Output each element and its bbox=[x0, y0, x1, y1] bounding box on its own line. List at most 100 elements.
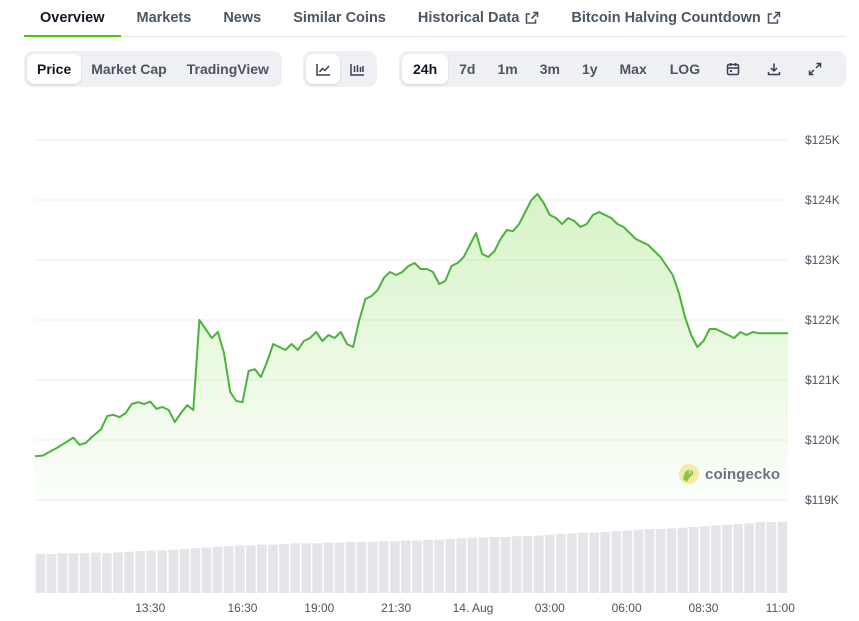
metric-tab-tradingview[interactable]: TradingView bbox=[186, 61, 269, 77]
tab-news[interactable]: News bbox=[207, 0, 277, 36]
volume-bar bbox=[35, 553, 46, 593]
tab-similar-coins[interactable]: Similar Coins bbox=[277, 0, 402, 36]
volume-bar bbox=[257, 544, 267, 593]
volume-bar bbox=[589, 532, 599, 593]
volume-bar bbox=[556, 534, 566, 593]
price-line bbox=[34, 193, 788, 458]
chart-style-group bbox=[303, 51, 377, 87]
volume-bar bbox=[423, 539, 433, 593]
x-tick-label: 03:00 bbox=[535, 601, 565, 615]
volume-bar bbox=[467, 537, 478, 593]
volume-bar bbox=[113, 552, 123, 593]
x-tick-label: 16:30 bbox=[227, 601, 257, 615]
price-chart[interactable]: $125K $124K $123K $122K $121K $120K $119K 13:3… bbox=[0, 100, 859, 621]
external-link-icon bbox=[525, 11, 539, 25]
price-area-fill bbox=[35, 194, 788, 500]
volume-bar bbox=[533, 535, 544, 593]
volume-bar bbox=[79, 553, 90, 593]
y-tick-label: $125K bbox=[805, 133, 840, 147]
volume-bar bbox=[677, 527, 688, 593]
volume-bar bbox=[755, 522, 766, 593]
volume-bar bbox=[57, 553, 68, 593]
volume-bar bbox=[179, 548, 190, 593]
volume-bar bbox=[567, 533, 577, 593]
calendar-button[interactable] bbox=[712, 54, 753, 84]
y-tick-label: $119K bbox=[805, 493, 839, 507]
volume-bar bbox=[168, 549, 179, 593]
download-icon bbox=[767, 62, 781, 76]
range-button-1m[interactable]: 1m bbox=[497, 61, 518, 77]
range-button-3m[interactable]: 3m bbox=[539, 61, 560, 77]
price-line-layer bbox=[34, 193, 788, 458]
y-tick-label: $122K bbox=[805, 313, 840, 327]
volume-bar bbox=[323, 542, 334, 593]
volume-bar bbox=[378, 541, 389, 593]
x-tick-label: 14. Aug bbox=[453, 601, 494, 615]
x-tick-label: 11:00 bbox=[766, 601, 795, 615]
volume-bar bbox=[124, 551, 134, 593]
range-button-log[interactable]: LOG bbox=[669, 61, 701, 77]
tab-overview[interactable]: Overview bbox=[24, 0, 121, 37]
y-tick-label: $121K bbox=[805, 373, 840, 387]
volume-bar bbox=[146, 550, 157, 593]
tab-label: Bitcoin Halving Countdown bbox=[571, 9, 761, 26]
candlestick-chart-button[interactable] bbox=[340, 54, 374, 84]
tab-label: Historical Data bbox=[417, 9, 520, 26]
volume-bar bbox=[201, 547, 212, 593]
volume-bar bbox=[290, 543, 300, 593]
volume-bar bbox=[135, 551, 145, 593]
candlestick-chart-icon bbox=[349, 63, 365, 76]
volume-bar bbox=[389, 541, 400, 593]
line-chart-icon bbox=[315, 63, 331, 76]
volume-bar bbox=[46, 553, 57, 593]
volume-bar bbox=[223, 546, 234, 593]
volume-bar bbox=[688, 526, 699, 593]
volume-bar bbox=[367, 541, 378, 593]
range-button-24h[interactable]: 24h bbox=[402, 54, 449, 84]
tab-historical-data[interactable]: Historical Data bbox=[402, 0, 556, 36]
tab-label: Similar Coins bbox=[293, 9, 386, 26]
volume-bar bbox=[245, 545, 256, 593]
volume-bar bbox=[478, 537, 489, 593]
volume-bar bbox=[234, 545, 245, 593]
metric-tab-price[interactable]: Price bbox=[27, 54, 82, 84]
range-button-1y[interactable]: 1y bbox=[581, 61, 598, 77]
volume-bar bbox=[412, 540, 422, 593]
fullscreen-icon bbox=[808, 62, 822, 76]
volume-bar bbox=[434, 539, 444, 593]
volume-bar bbox=[611, 531, 622, 593]
top-nav-tabs: Overview Markets News Similar Coins Historic… bbox=[24, 0, 846, 37]
range-button-7d[interactable]: 7d bbox=[459, 61, 476, 77]
volume-bar bbox=[777, 522, 788, 593]
volume-bars bbox=[35, 522, 788, 593]
volume-bar bbox=[500, 536, 511, 593]
volume-bar bbox=[157, 550, 168, 593]
x-tick-label: 21:30 bbox=[381, 601, 411, 615]
volume-bar bbox=[489, 536, 500, 593]
calendar-icon bbox=[726, 62, 740, 76]
volume-bar bbox=[90, 552, 101, 593]
volume-bar bbox=[312, 543, 323, 593]
download-button[interactable] bbox=[753, 54, 794, 84]
volume-bar bbox=[268, 544, 278, 593]
volume-bar bbox=[733, 524, 743, 593]
tab-label: Markets bbox=[136, 9, 192, 26]
watermark-text: coingecko bbox=[705, 465, 781, 483]
volume-bar bbox=[544, 534, 555, 593]
line-chart-button[interactable] bbox=[306, 54, 340, 84]
range-button-max[interactable]: Max bbox=[619, 61, 647, 77]
tab-bitcoin-halving-countdown[interactable]: Bitcoin Halving Countdown bbox=[555, 0, 796, 36]
tab-markets[interactable]: Markets bbox=[121, 0, 208, 36]
volume-bar bbox=[578, 532, 588, 593]
volume-bar bbox=[334, 542, 345, 593]
volume-bar bbox=[522, 536, 533, 593]
volume-bar bbox=[356, 541, 367, 593]
x-tick-label: 08:30 bbox=[688, 601, 718, 615]
metric-tab-group: Price Market Cap TradingView bbox=[24, 51, 282, 87]
fullscreen-button[interactable] bbox=[794, 54, 835, 84]
coingecko-logo-icon bbox=[679, 464, 699, 484]
metric-tab-market-cap[interactable]: Market Cap bbox=[91, 61, 167, 77]
volume-bar bbox=[744, 523, 754, 593]
volume-bar bbox=[301, 543, 312, 593]
volume-bar bbox=[655, 529, 666, 593]
